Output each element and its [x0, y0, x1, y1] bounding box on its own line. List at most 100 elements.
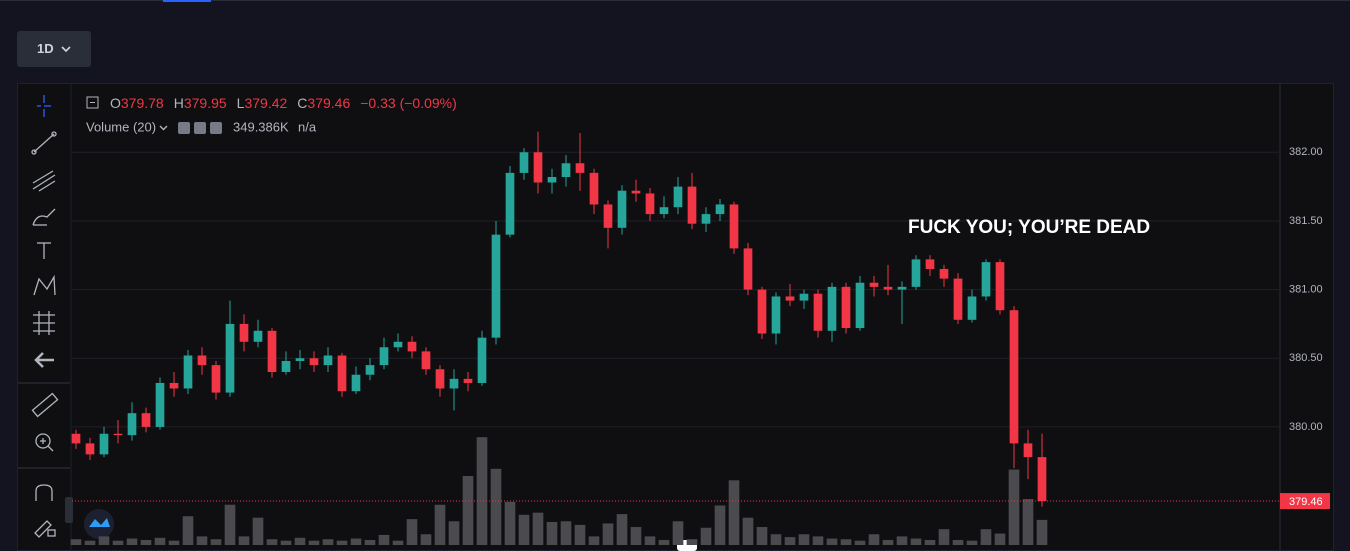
crosshair-tool[interactable]: [37, 95, 51, 117]
line-tool[interactable]: [31, 131, 57, 155]
candle-body: [883, 286, 893, 290]
volume-bar: [910, 538, 922, 545]
h-label: H: [174, 95, 184, 111]
volume-bar: [448, 521, 460, 545]
last-price-label: 379.46: [1289, 496, 1323, 508]
text-tool[interactable]: [37, 242, 51, 259]
lock-tool[interactable]: [34, 520, 56, 538]
candle-body: [869, 282, 879, 287]
volume-bar: [490, 468, 502, 545]
volume-bar: [294, 537, 306, 545]
collapse-legend[interactable]: [86, 96, 99, 109]
candle-body: [1023, 443, 1033, 458]
volume-bar: [728, 480, 740, 545]
candle-body: [169, 382, 179, 389]
h-value: 379.95: [184, 95, 227, 111]
volume-legend-ma: n/a: [298, 119, 317, 134]
candle-body: [407, 341, 417, 352]
volume-bar: [546, 522, 558, 545]
candle-body: [855, 282, 865, 329]
o-label: O: [110, 95, 121, 111]
volume-bar: [1008, 469, 1020, 545]
volume-bar: [420, 534, 432, 545]
settings-icon[interactable]: [194, 122, 206, 134]
volume-bar: [686, 539, 698, 545]
volume-bar: [252, 517, 264, 545]
volume-bar: [966, 540, 978, 545]
volume-bar: [322, 539, 334, 545]
candle-body: [659, 207, 669, 215]
zoom-tool[interactable]: [35, 433, 54, 452]
measure-tool[interactable]: [33, 311, 55, 335]
ruler-tool[interactable]: [31, 392, 59, 418]
candle-body: [603, 204, 613, 228]
volume-bar: [154, 537, 166, 545]
timeframe-button[interactable]: 1D: [17, 31, 91, 67]
volume-bar: [98, 536, 110, 545]
candle-body: [253, 330, 263, 342]
annotation: FUCK YOU; YOU’RE DEAD: [908, 217, 1150, 238]
candle-body: [757, 289, 767, 334]
volume-bar: [266, 539, 278, 545]
candle-body: [785, 296, 795, 301]
candle-body: [239, 323, 249, 342]
candle-body: [953, 278, 963, 320]
volume-bar: [868, 534, 880, 545]
volume-bar: [784, 537, 796, 545]
fib-tool[interactable]: [32, 170, 56, 192]
y-tick-label: 381.00: [1289, 284, 1323, 296]
brush-tool[interactable]: [32, 208, 56, 226]
candle-body: [85, 443, 95, 455]
volume-bar: [826, 538, 838, 545]
candle-body: [127, 413, 137, 436]
candle-body: [841, 286, 851, 329]
candle-body: [995, 262, 1005, 311]
volume-bar: [700, 527, 712, 545]
volume-bar: [196, 536, 208, 545]
volume-legend-name: Volume (20): [86, 119, 156, 134]
pattern-tool[interactable]: [33, 274, 56, 296]
y-tick-label: 380.00: [1289, 421, 1323, 433]
candle-body: [967, 296, 977, 320]
candle-body: [477, 337, 487, 383]
volume-bar: [1022, 499, 1034, 545]
active-tab-indicator: [163, 0, 211, 2]
candle-body: [155, 382, 165, 427]
candle-body: [197, 355, 207, 366]
y-tick-label: 381.50: [1289, 215, 1323, 227]
c-value: 379.46: [307, 95, 350, 111]
volume-bar: [574, 524, 586, 545]
volume-bar: [168, 540, 180, 545]
c-label: C: [297, 95, 307, 111]
magnet-tool[interactable]: [35, 484, 53, 501]
candle-body: [645, 193, 655, 215]
back-tool[interactable]: [34, 352, 54, 368]
candle-body: [365, 365, 375, 375]
chart: O379.78 H379.95 L379.42 C379.46 −0.33 (−0.09…: [18, 83, 1330, 551]
candle-body: [1037, 457, 1047, 502]
candle-body: [435, 369, 445, 389]
volume-bar: [434, 504, 446, 545]
volume-bar: [392, 540, 404, 545]
volume-bar: [588, 536, 600, 545]
volume-bar: [406, 519, 418, 545]
volume-chevron[interactable]: [159, 125, 168, 131]
candle-body: [337, 355, 347, 392]
remove-icon[interactable]: [210, 122, 222, 134]
candle-body: [729, 204, 739, 249]
candle-body: [1009, 310, 1019, 444]
volume-bar: [210, 539, 222, 545]
candle-body: [575, 163, 585, 173]
volume-bar: [756, 527, 768, 545]
hide-icon[interactable]: [178, 122, 190, 134]
candle-body: [911, 259, 921, 287]
candle-body: [491, 234, 501, 338]
collapse-toggle[interactable]: [65, 497, 73, 523]
candle-body: [813, 293, 823, 331]
candle-body: [771, 296, 781, 334]
candle-body: [505, 172, 515, 235]
candle-body: [561, 163, 571, 177]
volume-bar: [714, 505, 726, 545]
candle-body: [463, 378, 473, 383]
candle-body: [533, 152, 543, 183]
